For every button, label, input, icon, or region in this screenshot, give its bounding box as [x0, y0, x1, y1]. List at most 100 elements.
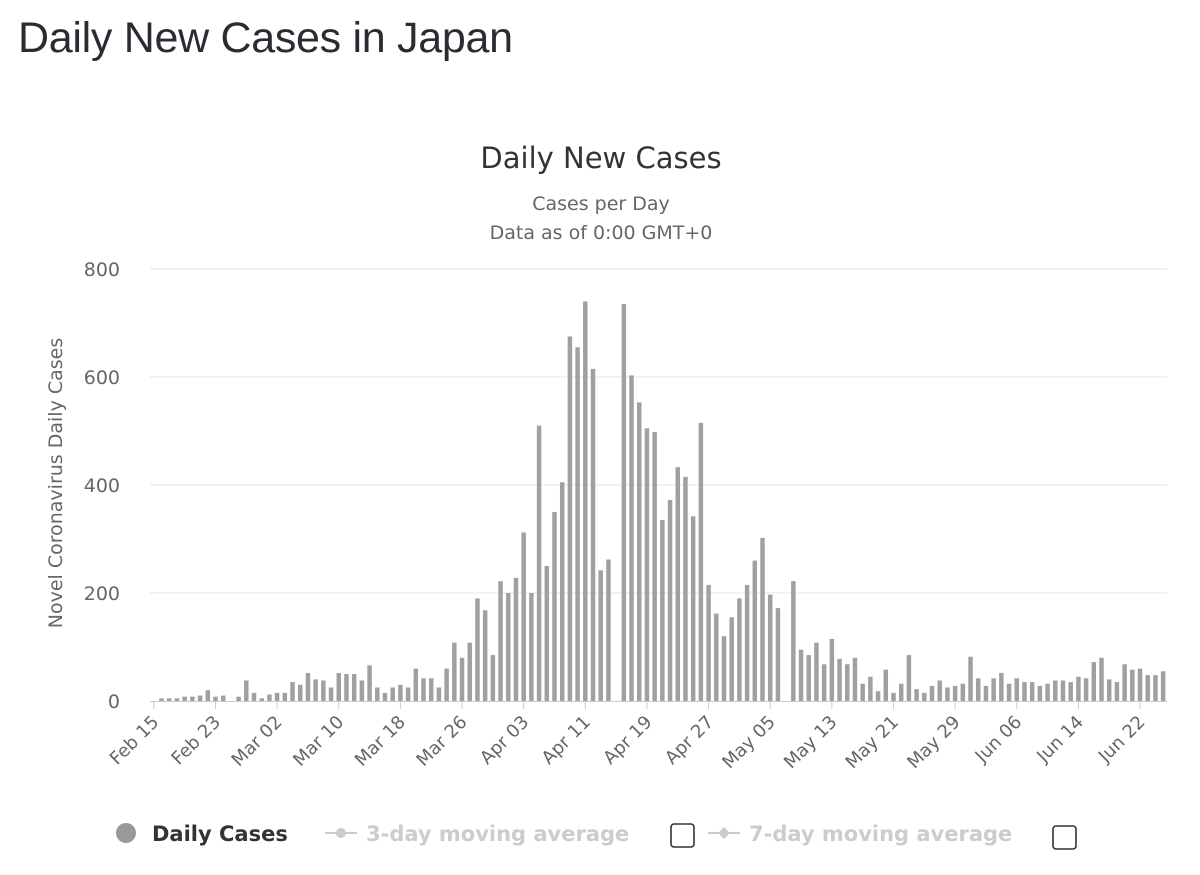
bar[interactable] — [937, 680, 942, 701]
bar[interactable] — [598, 570, 603, 701]
bar[interactable] — [721, 636, 727, 701]
bar[interactable] — [405, 687, 411, 702]
bar[interactable] — [544, 566, 550, 701]
bar[interactable] — [868, 676, 873, 701]
bar[interactable] — [482, 610, 488, 701]
bar[interactable] — [1037, 685, 1043, 701]
bar[interactable] — [274, 692, 280, 701]
checkbox-3-day-average[interactable] — [670, 823, 695, 848]
bar[interactable] — [652, 432, 657, 701]
bar[interactable] — [945, 687, 950, 702]
bar[interactable] — [845, 664, 850, 701]
bar[interactable] — [1053, 680, 1058, 701]
bar[interactable] — [968, 656, 973, 701]
bar[interactable] — [621, 304, 627, 701]
bar[interactable] — [983, 685, 989, 701]
bar[interactable] — [860, 683, 865, 701]
bar[interactable] — [976, 678, 981, 701]
bar[interactable] — [752, 560, 758, 701]
bar[interactable] — [991, 678, 996, 701]
bar[interactable] — [644, 428, 650, 701]
bar[interactable] — [714, 613, 719, 701]
bar[interactable] — [436, 687, 442, 702]
bar[interactable] — [583, 301, 588, 701]
bar[interactable] — [1091, 662, 1097, 701]
bar[interactable] — [960, 683, 966, 701]
bar[interactable] — [1076, 676, 1081, 701]
bar[interactable] — [182, 696, 187, 701]
bar[interactable] — [344, 674, 349, 701]
bar[interactable] — [575, 347, 580, 701]
bar[interactable] — [1122, 664, 1127, 701]
bar[interactable] — [567, 336, 573, 702]
bar[interactable] — [791, 581, 796, 701]
bar[interactable] — [590, 368, 596, 701]
bar[interactable] — [351, 674, 357, 701]
bar[interactable] — [698, 422, 704, 701]
legend-item-daily-cases[interactable]: Daily Cases — [116, 822, 288, 846]
bar[interactable] — [760, 537, 765, 701]
bar[interactable] — [729, 617, 734, 701]
bar[interactable] — [390, 687, 395, 702]
bar[interactable] — [290, 682, 295, 701]
bar[interactable] — [798, 649, 804, 701]
bar[interactable] — [999, 672, 1004, 701]
bar[interactable] — [914, 689, 919, 701]
bar[interactable] — [552, 512, 557, 701]
bar[interactable] — [806, 655, 811, 701]
bar[interactable] — [929, 685, 935, 701]
bar[interactable] — [637, 402, 642, 701]
bar[interactable] — [267, 694, 272, 701]
bar[interactable] — [190, 696, 195, 701]
bar[interactable] — [359, 680, 365, 701]
bar[interactable] — [282, 692, 288, 701]
bar[interactable] — [690, 516, 696, 701]
bar[interactable] — [413, 668, 419, 701]
bar[interactable] — [1029, 682, 1035, 701]
bar[interactable] — [1022, 682, 1027, 701]
bar[interactable] — [775, 608, 781, 701]
bar[interactable] — [506, 593, 511, 701]
bar[interactable] — [490, 655, 496, 701]
bar[interactable] — [829, 638, 835, 701]
bar[interactable] — [883, 669, 889, 701]
bar[interactable] — [220, 695, 226, 701]
bar[interactable] — [837, 658, 842, 701]
bar[interactable] — [197, 695, 203, 701]
bar[interactable] — [1045, 683, 1050, 701]
bar[interactable] — [313, 679, 318, 701]
bar[interactable] — [205, 690, 211, 701]
bar[interactable] — [1160, 671, 1166, 701]
legend-item-7-day-average[interactable]: 7-day moving average — [708, 822, 1012, 846]
bar[interactable] — [1068, 682, 1073, 701]
bar[interactable] — [244, 680, 249, 701]
bar[interactable] — [174, 698, 180, 701]
bar[interactable] — [683, 476, 688, 701]
bar[interactable] — [767, 594, 773, 701]
bar[interactable] — [452, 642, 457, 701]
bar[interactable] — [475, 598, 480, 701]
bar[interactable] — [459, 657, 465, 701]
bar[interactable] — [891, 692, 896, 701]
bar[interactable] — [898, 683, 904, 701]
bar[interactable] — [744, 584, 750, 701]
bar[interactable] — [159, 698, 164, 701]
bar[interactable] — [821, 664, 827, 701]
bar[interactable] — [922, 692, 927, 701]
bar[interactable] — [1006, 683, 1012, 701]
bar[interactable] — [236, 696, 241, 701]
bar[interactable] — [375, 687, 380, 702]
bar[interactable] — [251, 692, 257, 701]
legend-item-3-day-average[interactable]: 3-day moving average — [325, 822, 629, 846]
bar[interactable] — [213, 696, 218, 701]
bar[interactable] — [521, 532, 526, 701]
bar[interactable] — [336, 672, 341, 701]
bar[interactable] — [305, 672, 311, 701]
bar[interactable] — [629, 375, 634, 701]
bar[interactable] — [875, 691, 881, 701]
bar[interactable] — [536, 425, 542, 701]
bar[interactable] — [1014, 678, 1019, 701]
bar[interactable] — [1145, 675, 1150, 701]
bar[interactable] — [259, 698, 264, 701]
bar[interactable] — [737, 598, 742, 701]
